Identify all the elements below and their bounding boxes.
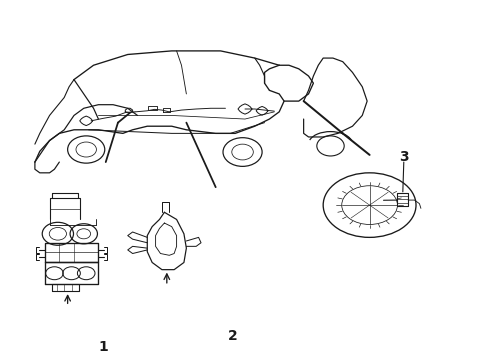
Text: 2: 2 [228, 329, 238, 343]
Text: 3: 3 [399, 150, 409, 164]
Text: 1: 1 [98, 340, 108, 354]
